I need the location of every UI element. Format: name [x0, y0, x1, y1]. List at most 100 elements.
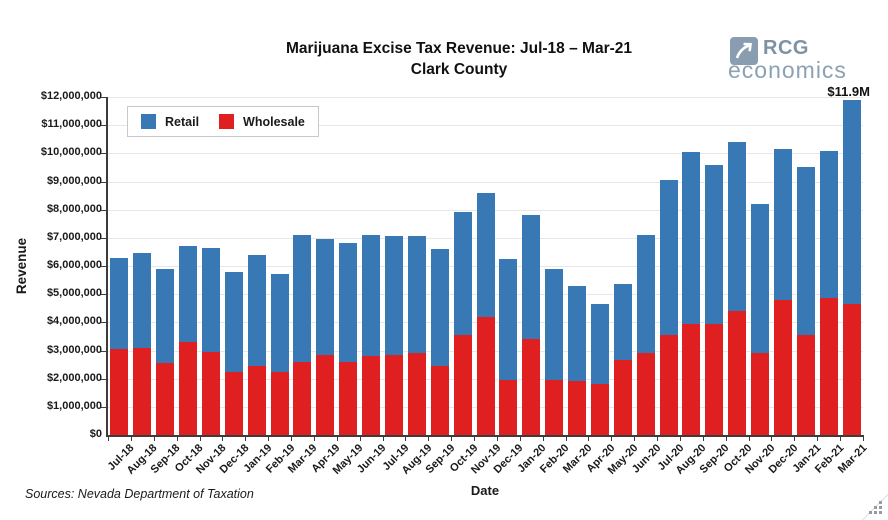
- y-tick-mark: [101, 322, 106, 324]
- y-tick-label: $4,000,000: [46, 315, 102, 328]
- y-tick-label: $6,000,000: [46, 259, 102, 271]
- bar-Mar-21-retail: [842, 99, 861, 305]
- bar-Jul-20-retail: [659, 180, 678, 335]
- bar-Feb-21-retail: [819, 150, 838, 299]
- x-tick-mark: [657, 437, 659, 441]
- bar-Nov-18-retail: [201, 247, 220, 352]
- x-tick-mark: [313, 437, 315, 441]
- x-tick-mark: [565, 437, 567, 441]
- bar-Nov-19-wholesale: [476, 316, 495, 435]
- x-tick-mark: [588, 437, 590, 441]
- x-tick-mark: [176, 437, 178, 441]
- x-tick-mark: [130, 437, 132, 441]
- bar-Jul-19-retail: [384, 236, 403, 355]
- bar-Jun-19-wholesale: [362, 356, 381, 435]
- bar-Aug-18-retail: [133, 253, 152, 348]
- x-tick-mark: [199, 437, 201, 441]
- bar-Feb-20-wholesale: [545, 380, 564, 435]
- x-tick-mark: [542, 437, 544, 441]
- bar-Jul-18-retail: [110, 257, 129, 350]
- bar-Jan-19-wholesale: [247, 365, 266, 435]
- legend-item-wholesale: Wholesale: [219, 114, 305, 129]
- x-tick-mark: [748, 437, 750, 441]
- bar-Apr-19-wholesale: [316, 354, 335, 435]
- y-tick-mark: [101, 209, 106, 211]
- x-tick-mark: [428, 437, 430, 441]
- x-tick-mark: [794, 437, 796, 441]
- bar-Oct-18-retail: [179, 246, 198, 343]
- x-tick-mark: [817, 437, 819, 441]
- bar-Jun-19-retail: [362, 235, 381, 357]
- x-tick-mark: [405, 437, 407, 441]
- bar-Jun-20-retail: [636, 235, 655, 354]
- bar-Nov-20-retail: [751, 204, 770, 354]
- bar-Oct-19-wholesale: [453, 335, 472, 435]
- bar-Nov-18-wholesale: [201, 351, 220, 435]
- x-tick-mark: [702, 437, 704, 441]
- bar-Jan-21-wholesale: [796, 335, 815, 435]
- bar-May-20-retail: [613, 284, 632, 361]
- bar-Mar-19-wholesale: [293, 361, 312, 435]
- bar-Mar-21-wholesale: [842, 304, 861, 435]
- bar-Sep-18-retail: [156, 268, 175, 364]
- y-tick-label: $7,000,000: [46, 230, 102, 243]
- bar-May-19-wholesale: [339, 361, 358, 435]
- gridline: [108, 181, 863, 183]
- bar-Sep-18-wholesale: [156, 363, 175, 435]
- legend: Retail Wholesale: [127, 106, 319, 137]
- y-axis-title: Revenue: [14, 237, 29, 295]
- x-tick-mark: [268, 437, 270, 441]
- bar-Oct-20-wholesale: [728, 311, 747, 435]
- bar-May-20-wholesale: [613, 360, 632, 435]
- sources-note: Sources: Nevada Department of Taxation: [25, 487, 254, 501]
- bar-Jan-21-retail: [796, 167, 815, 335]
- bar-Sep-20-wholesale: [705, 323, 724, 435]
- gridline: [108, 97, 863, 98]
- x-tick-mark: [519, 437, 521, 441]
- bar-Feb-20-retail: [545, 268, 564, 381]
- x-tick-mark: [359, 437, 361, 441]
- y-tick-label: $10,000,000: [40, 146, 102, 159]
- y-tick-label: $8,000,000: [46, 202, 102, 215]
- y-tick-mark: [101, 406, 106, 408]
- bar-Nov-20-wholesale: [751, 353, 770, 435]
- chart-title-line2: Clark County: [410, 61, 508, 78]
- legend-item-retail: Retail: [141, 114, 199, 129]
- bar-Apr-20-retail: [590, 304, 609, 385]
- bar-Sep-19-wholesale: [430, 365, 449, 435]
- x-tick-mark: [474, 437, 476, 441]
- x-tick-mark: [863, 437, 864, 441]
- bar-Mar-20-retail: [568, 285, 586, 382]
- y-tick-label: $11,000,000: [41, 118, 102, 131]
- resize-corner-edge: [859, 492, 888, 520]
- x-tick-mark: [451, 437, 453, 441]
- bar-Apr-20-wholesale: [590, 384, 609, 435]
- y-tick-label: $12,000,000: [40, 90, 102, 102]
- bar-Dec-19-wholesale: [499, 380, 518, 435]
- bar-Oct-19-retail: [453, 212, 472, 335]
- bar-Oct-18-wholesale: [179, 342, 198, 435]
- x-tick-mark: [291, 437, 293, 441]
- bar-Aug-20-wholesale: [682, 323, 701, 435]
- arrow-up-right-icon: [730, 37, 758, 65]
- x-tick-mark: [840, 437, 842, 441]
- bar-Aug-19-retail: [407, 236, 426, 354]
- x-tick-mark: [245, 437, 247, 441]
- y-tick-label: $2,000,000: [46, 371, 102, 384]
- max-value-annotation: $11.9M: [827, 84, 870, 99]
- x-tick-mark: [679, 437, 681, 441]
- x-tick-mark: [771, 437, 773, 441]
- bar-Jun-20-wholesale: [636, 353, 655, 435]
- legend-label: Retail: [165, 114, 200, 129]
- bar-Nov-19-retail: [476, 192, 495, 317]
- bar-Jan-20-retail: [522, 215, 541, 340]
- chart-title: Marijuana Excise Tax Revenue: Jul-18 – M…: [64, 38, 854, 80]
- resize-grip[interactable]: [879, 511, 882, 514]
- y-tick-mark: [101, 153, 106, 155]
- y-tick-mark: [101, 350, 106, 352]
- x-tick-mark: [336, 437, 338, 441]
- bar-Mar-20-wholesale: [568, 381, 586, 435]
- x-tick-mark: [611, 437, 613, 441]
- bar-Dec-19-retail: [499, 258, 518, 381]
